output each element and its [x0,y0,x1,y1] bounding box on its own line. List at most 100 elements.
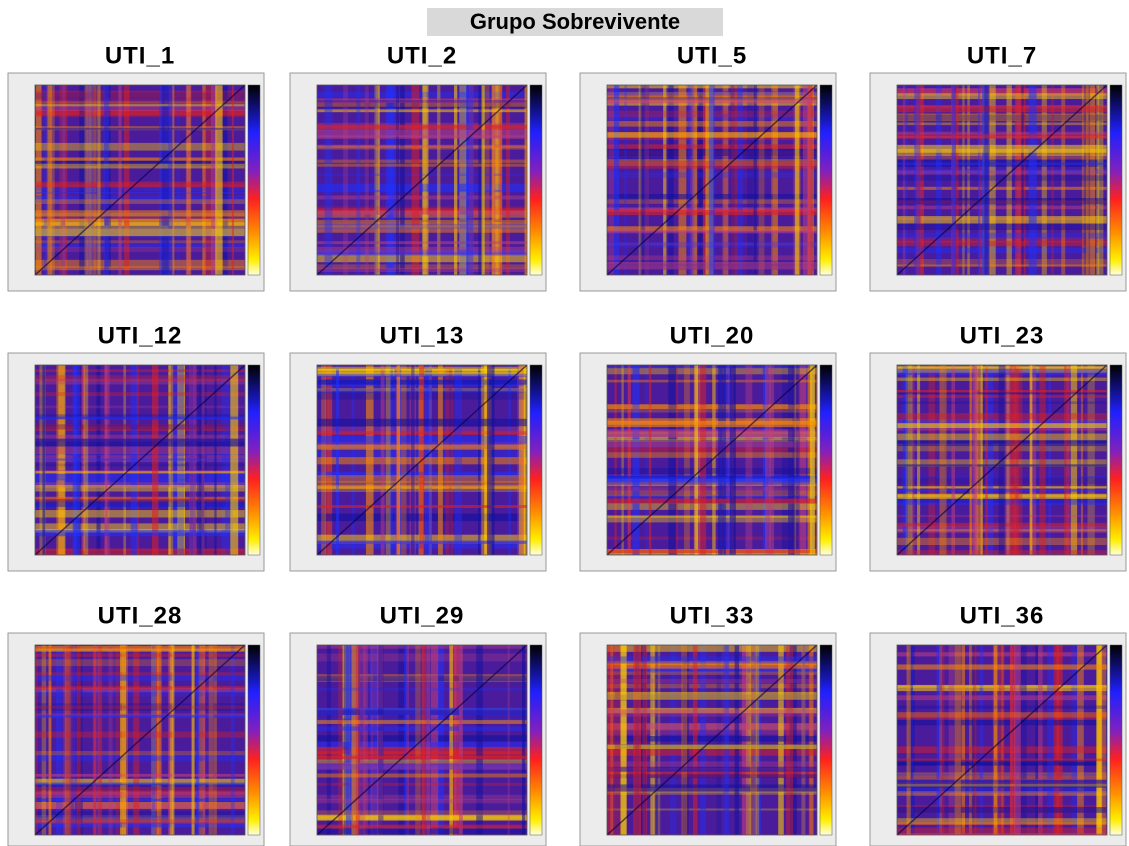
texture-band [317,109,527,113]
plot-border [896,364,1108,556]
texture-band [424,365,432,555]
texture-band [346,645,354,835]
texture-band [200,365,207,555]
recurrence-plot [35,365,245,555]
texture-band [897,786,1107,792]
texture-band [35,819,245,825]
texture-band [118,85,122,275]
texture-band [897,459,1107,467]
texture-band [897,652,1107,657]
texture-band [607,691,817,700]
texture-band [494,85,502,275]
texture-band [317,183,527,191]
texture-band [614,365,617,555]
texture-band [897,368,1107,372]
texture-band [35,686,245,690]
texture-band [897,366,1107,374]
texture-band [972,365,978,555]
texture-band [505,85,510,275]
texture-band [678,85,687,275]
texture-band [35,497,245,503]
texture-band [317,709,527,715]
plot-border [316,364,528,556]
texture-band [35,225,245,229]
plot-border [34,364,246,556]
texture-band [317,751,527,759]
texture-band [897,719,1107,726]
texture-band [459,645,463,835]
texture-band [897,247,1107,253]
texture-band [1087,85,1096,275]
texture-band [992,645,999,835]
texture-band [516,365,524,555]
texture-band [35,753,245,762]
texture-band [35,424,245,430]
texture-band [758,85,765,275]
texture-band [445,365,453,555]
texture-band [607,515,817,518]
texture-band [897,427,1107,431]
texture-band [448,365,452,555]
texture-band [607,452,817,458]
texture-band [35,503,245,508]
texture-band [1014,85,1023,275]
texture-band [364,85,370,275]
texture-band [1083,85,1091,275]
texture-band [802,645,806,835]
texture-band [478,85,484,275]
texture-band [1014,365,1023,555]
texture-band [1053,645,1060,835]
texture-band [437,85,441,275]
texture-band [908,645,915,835]
texture-band [35,446,245,455]
texture-band [365,365,374,555]
texture-band [411,365,415,555]
texture-band [635,645,640,835]
texture-band [897,392,1107,395]
texture-band [317,264,527,270]
texture-band [35,802,245,809]
plot-border [606,84,818,276]
plot-border [606,644,818,836]
texture-band [1070,365,1078,555]
texture-band [607,379,817,383]
texture-band [978,85,983,275]
texture-band [35,463,245,467]
texture-band [35,242,245,248]
texture-band [607,490,817,497]
texture-band [105,365,108,555]
texture-band [1010,645,1016,835]
texture-band [493,85,497,275]
texture-band [1029,365,1033,555]
texture-band [79,85,87,275]
texture-band [644,365,649,555]
texture-band [35,103,245,107]
texture-band [729,365,736,555]
panel-title: UTI_36 [960,602,1045,629]
texture-band [426,645,431,835]
texture-band [35,183,245,188]
texture-band [983,85,990,275]
texture-band [910,645,913,835]
texture-band [177,365,185,555]
texture-band [492,85,499,275]
recurrence-plot [35,85,245,275]
panel-title: UTI_29 [380,602,465,629]
texture-band [607,487,817,491]
texture-band [157,645,162,835]
texture-band [343,85,349,275]
texture-band [607,429,817,438]
diagonal [607,365,817,555]
texture-band [193,365,197,555]
texture-band [809,365,815,555]
texture-band [35,653,245,657]
texture-band [35,240,245,244]
texture-band [35,548,245,555]
texture-band [897,712,1107,718]
texture-band [633,645,642,835]
texture-band [607,730,817,735]
texture-band [356,85,361,275]
texture-band [35,688,245,697]
texture-band [35,645,38,835]
